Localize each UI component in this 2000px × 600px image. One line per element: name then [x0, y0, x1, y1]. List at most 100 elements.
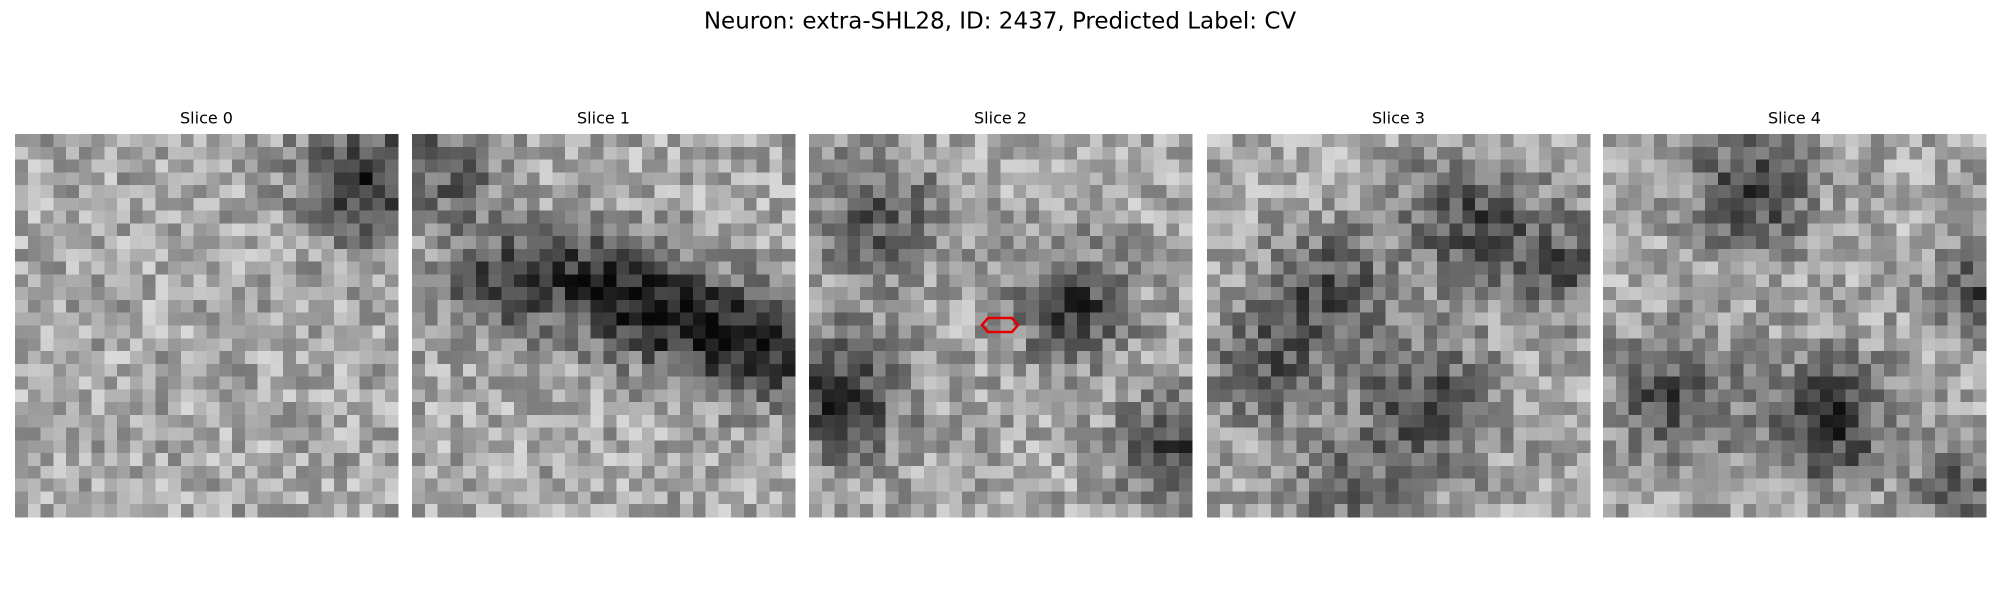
pixel	[412, 478, 426, 493]
pixel	[743, 248, 758, 263]
pixel	[1909, 172, 1923, 186]
pixel	[1000, 376, 1014, 390]
pixel	[847, 274, 861, 288]
pixel	[1321, 223, 1336, 237]
pixel	[424, 172, 439, 186]
pixel	[206, 338, 220, 352]
pixel	[1947, 504, 1962, 518]
pixel	[1283, 248, 1297, 263]
pixel	[244, 134, 259, 148]
pixel	[1475, 236, 1489, 250]
pixel	[1398, 274, 1412, 288]
pixel	[1436, 223, 1451, 237]
pixel	[1705, 185, 1719, 199]
pixel	[1794, 325, 1808, 339]
pixel	[987, 414, 1002, 429]
pixel	[1128, 185, 1142, 199]
pixel	[590, 287, 605, 301]
pixel	[1934, 465, 1949, 480]
pixel	[898, 159, 912, 173]
pixel	[155, 465, 169, 480]
pixel	[577, 248, 592, 263]
pixel	[450, 146, 464, 161]
pixel	[1462, 402, 1476, 416]
pixel	[206, 351, 220, 365]
pixel	[987, 185, 1002, 199]
pixel	[1115, 504, 1129, 518]
pixel	[1820, 325, 1834, 339]
pixel	[1462, 427, 1476, 441]
pixel	[962, 389, 976, 403]
pixel	[654, 440, 668, 454]
pixel	[1820, 236, 1834, 250]
pixel	[270, 299, 284, 314]
pixel	[1858, 197, 1872, 212]
pixel	[1705, 172, 1719, 186]
image-panel: Slice 2	[809, 109, 1193, 518]
pixel	[782, 172, 796, 186]
pixel	[385, 453, 399, 467]
pixel	[1960, 427, 1974, 441]
pixel	[1026, 389, 1040, 403]
pixel	[1038, 287, 1053, 301]
pixel	[1628, 363, 1642, 378]
pixel	[1153, 376, 1168, 390]
pixel	[1245, 248, 1259, 263]
pixel	[1564, 236, 1578, 250]
pixel	[193, 185, 208, 199]
pixel	[1334, 338, 1349, 352]
pixel	[1000, 134, 1014, 148]
pixel	[501, 248, 515, 263]
pixel	[78, 427, 93, 441]
pixel	[577, 402, 592, 416]
pixel	[680, 236, 694, 250]
pixel	[1922, 465, 1936, 480]
pixel	[1411, 159, 1425, 173]
pixel	[1385, 185, 1400, 199]
pixel	[1705, 274, 1719, 288]
pixel	[1089, 223, 1104, 237]
pixel	[437, 402, 451, 416]
pixel	[321, 287, 335, 301]
pixel	[1296, 223, 1310, 237]
pixel	[1973, 172, 1987, 186]
pixel	[1232, 172, 1246, 186]
pixel	[1449, 389, 1463, 403]
pixel	[1666, 248, 1681, 263]
pixel	[1115, 261, 1129, 276]
pixel	[769, 465, 783, 480]
pixel	[1666, 376, 1681, 390]
pixel	[334, 325, 348, 339]
pixel	[1922, 287, 1936, 301]
pixel	[885, 504, 899, 518]
pixel	[987, 312, 1002, 327]
pixel	[1909, 376, 1923, 390]
pixel	[129, 210, 144, 224]
pixel	[1909, 248, 1923, 263]
pixel	[1232, 312, 1246, 327]
pixel	[308, 478, 322, 493]
pixel	[283, 287, 297, 301]
pixel	[962, 146, 976, 161]
pixel	[1679, 236, 1693, 250]
pixel	[1513, 363, 1527, 378]
pixel	[514, 376, 528, 390]
pixel	[654, 146, 668, 161]
pixel	[450, 210, 464, 224]
pixel	[1896, 351, 1910, 365]
pixel	[1794, 287, 1808, 301]
pixel	[1871, 172, 1885, 186]
pixel	[756, 312, 771, 327]
pixel	[1038, 491, 1053, 505]
pixel	[1000, 389, 1014, 403]
pixel	[1909, 261, 1923, 276]
pixel	[1475, 146, 1489, 161]
pixel	[1051, 274, 1065, 288]
pixel	[372, 504, 386, 518]
pixel	[78, 491, 93, 505]
pixel	[629, 248, 643, 263]
pixel	[283, 465, 297, 480]
pixel	[514, 325, 528, 339]
pixel	[911, 504, 925, 518]
pixel	[1654, 504, 1668, 518]
